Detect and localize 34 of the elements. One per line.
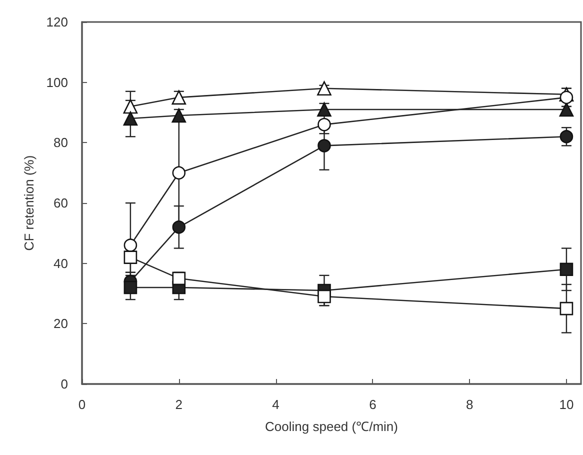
x-tick-label: 10 — [559, 397, 574, 412]
x-tick-label: 2 — [175, 397, 183, 412]
point — [124, 280, 138, 294]
y-tick-label: 0 — [60, 376, 68, 392]
point — [560, 302, 574, 316]
point — [172, 272, 186, 286]
point — [172, 90, 186, 105]
point — [560, 262, 574, 276]
point — [123, 99, 138, 114]
point — [560, 130, 574, 144]
point — [559, 102, 574, 117]
y-axis-title: CF retention (%) — [21, 155, 36, 251]
point — [172, 108, 186, 123]
x-axis-title: Cooling speed (℃/min) — [265, 419, 398, 434]
y-tick-label: 20 — [54, 316, 68, 332]
y-tick-label: 120 — [46, 14, 68, 30]
point — [124, 238, 138, 252]
x-tick-label: 6 — [369, 397, 376, 412]
y-tick-label: 40 — [54, 256, 68, 271]
y-tick-label: 80 — [54, 135, 68, 150]
point — [318, 290, 331, 304]
point — [124, 250, 138, 264]
point — [318, 139, 331, 152]
x-tick-label: 4 — [272, 397, 280, 412]
x-tick-label: 8 — [466, 397, 474, 412]
y-tick-label: 100 — [46, 74, 68, 90]
point — [172, 166, 186, 180]
point — [318, 118, 331, 132]
x-tick-label: 0 — [78, 397, 86, 412]
point — [560, 90, 574, 104]
point — [317, 81, 332, 96]
point — [172, 220, 186, 234]
point — [123, 111, 138, 126]
y-tick-label: 60 — [54, 196, 68, 210]
